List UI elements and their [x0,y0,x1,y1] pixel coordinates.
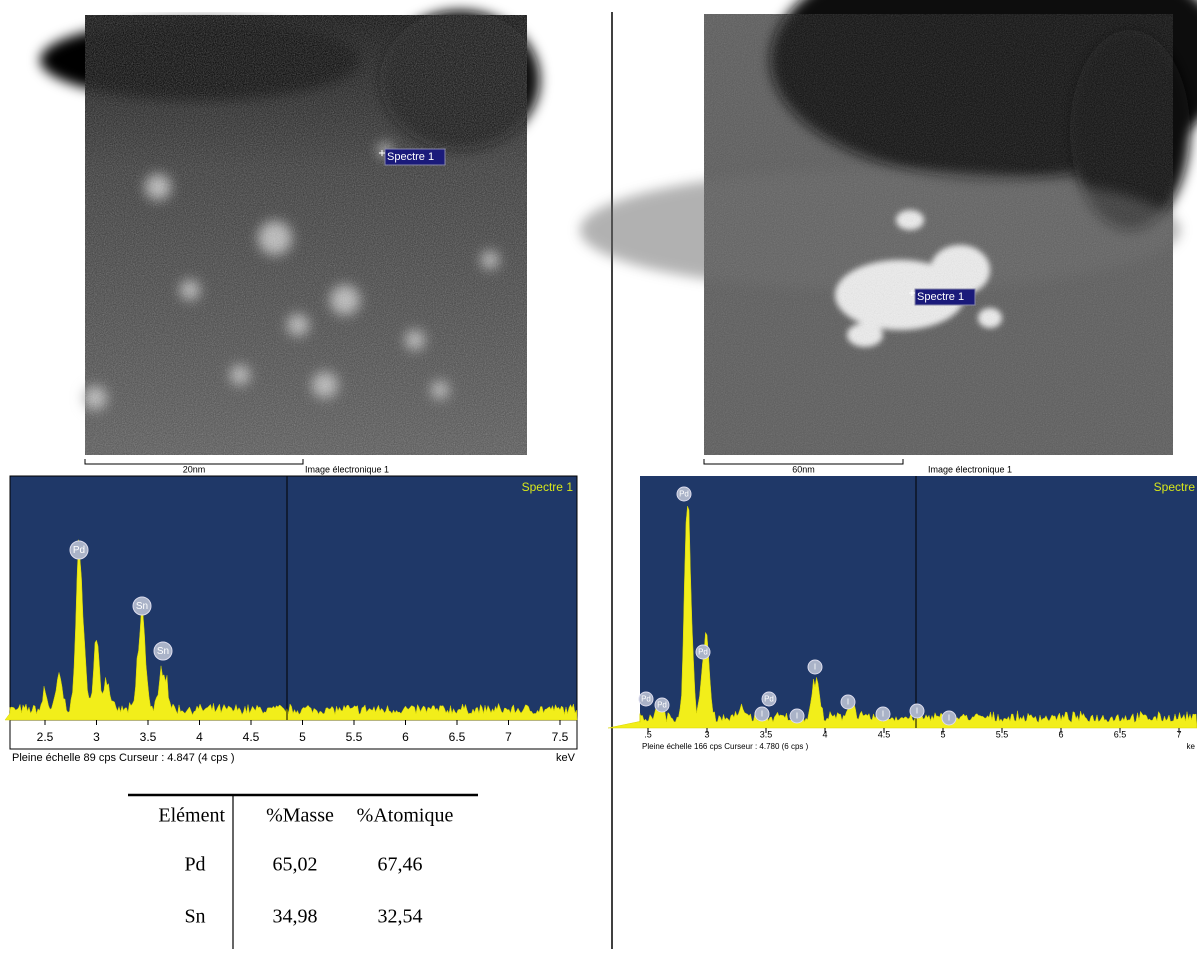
peak-label: Pd [698,648,708,657]
scale-label: 60nm [792,464,815,474]
peak-marker [132,596,152,616]
tick-label: 6.5 [1114,729,1127,739]
tick-label: 4 [196,730,203,744]
tick-label: 7 [1176,729,1181,739]
tick-label: 5.5 [996,729,1009,739]
table-header: %Atomique [357,805,454,827]
peak-label: Sn [136,601,148,612]
peak-label: I [916,707,918,716]
scale-bar [703,459,904,465]
tick-label: 3 [93,730,100,744]
scale-label: 20nm [183,464,206,474]
unit-label: ke [1187,742,1196,751]
table-cell: Pd [184,854,205,876]
image-caption: Image électronique 1 [305,464,389,474]
peak-marker [789,708,805,724]
tick-label: 5 [299,730,306,744]
marker-label: Spectre 1 [917,291,964,303]
peak-marker [807,659,823,675]
peak-marker [875,706,891,722]
peak-marker [840,694,856,710]
tick-label: 3.5 [140,730,157,744]
table-header: %Masse [266,805,334,827]
peak-label: I [761,710,763,719]
marker-cross [379,150,385,156]
tick-label: 7 [505,730,512,744]
spectrum-title: Spectre [1154,480,1196,494]
peak-marker [754,706,770,722]
tick-label: 7.5 [552,730,569,744]
tick-label: .5 [644,729,652,739]
tick-label: 5.5 [346,730,363,744]
spectrum-fill [607,505,1197,729]
tick-label: 6.5 [449,730,466,744]
status-text: Pleine échelle 166 cps Curseur : 4.780 (… [642,742,809,751]
table-cell: 32,54 [378,906,423,928]
peak-marker [638,691,654,707]
peak-label: Pd [641,695,651,704]
tick-label: 6 [1058,729,1063,739]
peak-marker [761,691,777,707]
peak-label: Pd [764,695,774,704]
peak-label: Pd [679,490,689,499]
peak-marker [654,697,670,713]
spectrum: .5 3 3.5 4 4.5 5 5.5 6 6.5 7 Pleine échelle 166 cp… [607,476,1197,751]
spectrum-title: Spectre 1 [522,480,574,494]
peak-label: Sn [157,646,169,657]
tick-label: 2.5 [37,730,54,744]
marker-cross [909,290,915,296]
tick-label: 5 [940,729,945,739]
table-header: Elément [158,805,225,827]
peak-label: I [882,710,884,719]
peak-label: Pd [73,545,85,556]
peak-label: I [847,698,849,707]
table-cell: 34,98 [273,906,318,928]
tick-label: 4 [822,729,827,739]
image-caption: Image électronique 1 [928,464,1012,474]
peak-label: I [948,714,950,723]
table-cell: 65,02 [273,854,318,876]
table-cell: 67,46 [378,854,423,876]
peak-label: I [796,712,798,721]
peak-marker [695,644,711,660]
peak-marker [153,641,173,661]
tick-label: 3 [704,729,709,739]
peak-marker [676,486,692,502]
marker-box [914,288,976,306]
peak-marker [941,710,957,726]
tick-label: 3.5 [760,729,773,739]
tick-label: 4.5 [878,729,891,739]
tick-label: 6 [402,730,409,744]
marker-box [384,148,446,166]
scale-bar [84,459,304,465]
peak-marker [69,540,89,560]
unit-label: keV [556,752,576,764]
stem-image [40,10,540,455]
peak-label: Pd [657,701,667,710]
status-text: Pleine échelle 89 cps Curseur : 4.847 (4… [12,752,235,764]
spectrum: 2.5 3 3.5 4 4.5 5 5.5 6 6.5 7 7.5 Pleine échelle 89… [4,475,578,764]
marker-label: Spectre 1 [387,151,434,163]
table-cell: Sn [184,906,205,928]
peak-marker [909,703,925,719]
peak-label: I [814,663,816,672]
stem-image [580,0,1197,455]
tick-label: 4.5 [243,730,260,744]
spectrum-fill [4,539,578,721]
